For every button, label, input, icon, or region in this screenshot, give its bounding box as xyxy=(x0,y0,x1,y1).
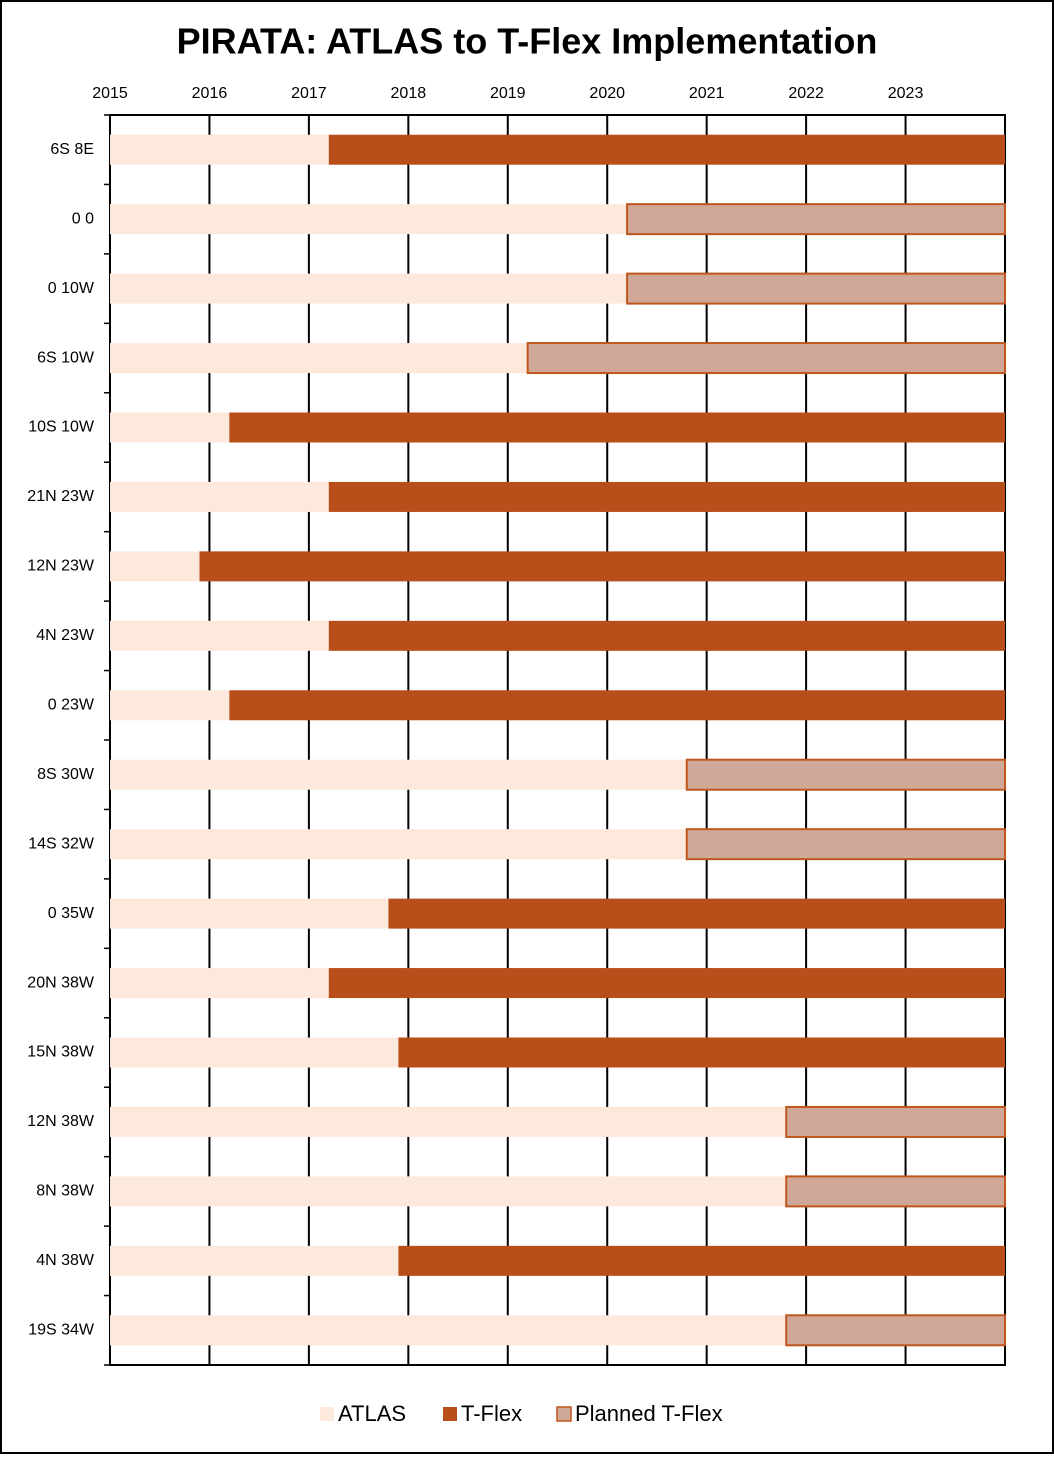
bar xyxy=(110,1106,787,1137)
bar xyxy=(328,134,1005,165)
bar xyxy=(328,620,1005,651)
legend-swatch xyxy=(443,1407,457,1421)
bar xyxy=(110,1037,399,1068)
y-tick-label: 12N 38W xyxy=(27,1113,95,1130)
bar xyxy=(626,272,1006,305)
y-tick-label: 6S 8E xyxy=(50,141,94,158)
bar xyxy=(388,898,1005,929)
bar xyxy=(785,1314,1006,1347)
legend-label: ATLAS xyxy=(338,1401,406,1426)
legend-label: T-Flex xyxy=(461,1401,522,1426)
bar xyxy=(110,898,389,929)
chart-title: PIRATA: ATLAS to T-Flex Implementation xyxy=(177,21,878,62)
bar xyxy=(785,1105,1006,1138)
bar xyxy=(398,1037,1005,1068)
legend-swatch xyxy=(556,1406,572,1422)
bar xyxy=(110,1176,787,1207)
bar xyxy=(110,204,628,235)
x-tick-label: 2015 xyxy=(92,85,128,102)
bar xyxy=(110,968,329,999)
bar xyxy=(526,342,1007,375)
bar xyxy=(110,343,528,374)
bar xyxy=(110,551,200,582)
bar xyxy=(328,481,1005,512)
bar xyxy=(110,412,230,443)
bar xyxy=(398,1245,1005,1276)
y-tick-label: 12N 23W xyxy=(27,558,95,575)
bar xyxy=(626,203,1006,236)
bar xyxy=(199,551,1005,582)
y-tick-label: 15N 38W xyxy=(27,1044,95,1061)
bar xyxy=(110,134,329,165)
x-tick-label: 2016 xyxy=(192,85,228,102)
x-tick-label: 2023 xyxy=(888,85,924,102)
bar xyxy=(110,759,687,790)
bar xyxy=(110,829,687,860)
bar xyxy=(110,481,329,512)
x-tick-label: 2022 xyxy=(788,85,824,102)
x-tick-label: 2021 xyxy=(689,85,725,102)
legend-swatch xyxy=(320,1407,334,1421)
x-tick-label: 2017 xyxy=(291,85,327,102)
y-tick-label: 10S 10W xyxy=(28,419,95,436)
y-tick-label: 14S 32W xyxy=(28,835,95,852)
bar xyxy=(110,273,628,304)
y-tick-label: 19S 34W xyxy=(28,1321,95,1338)
bar xyxy=(229,412,1006,443)
legend-label: Planned T-Flex xyxy=(575,1401,723,1426)
y-tick-label: 0 10W xyxy=(48,280,95,297)
y-tick-label: 6S 10W xyxy=(37,349,95,366)
bar xyxy=(110,1245,399,1276)
bar xyxy=(110,620,329,651)
bar xyxy=(110,1315,787,1346)
y-tick-label: 8S 30W xyxy=(37,766,95,783)
x-tick-label: 2020 xyxy=(589,85,625,102)
bar xyxy=(229,690,1006,721)
y-tick-label: 4N 38W xyxy=(36,1252,95,1269)
y-tick-label: 0 35W xyxy=(48,905,95,922)
bar xyxy=(685,828,1006,861)
y-tick-label: 4N 23W xyxy=(36,627,95,644)
x-tick-label: 2019 xyxy=(490,85,526,102)
y-tick-label: 0 0 xyxy=(72,210,94,227)
bar xyxy=(785,1175,1006,1208)
y-tick-label: 21N 23W xyxy=(27,488,95,505)
bar xyxy=(685,758,1006,791)
y-tick-label: 8N 38W xyxy=(36,1183,95,1200)
x-tick-label: 2018 xyxy=(391,85,427,102)
y-tick-label: 0 23W xyxy=(48,696,95,713)
bar xyxy=(110,690,230,721)
bar xyxy=(328,968,1005,999)
y-tick-label: 20N 38W xyxy=(27,974,95,991)
